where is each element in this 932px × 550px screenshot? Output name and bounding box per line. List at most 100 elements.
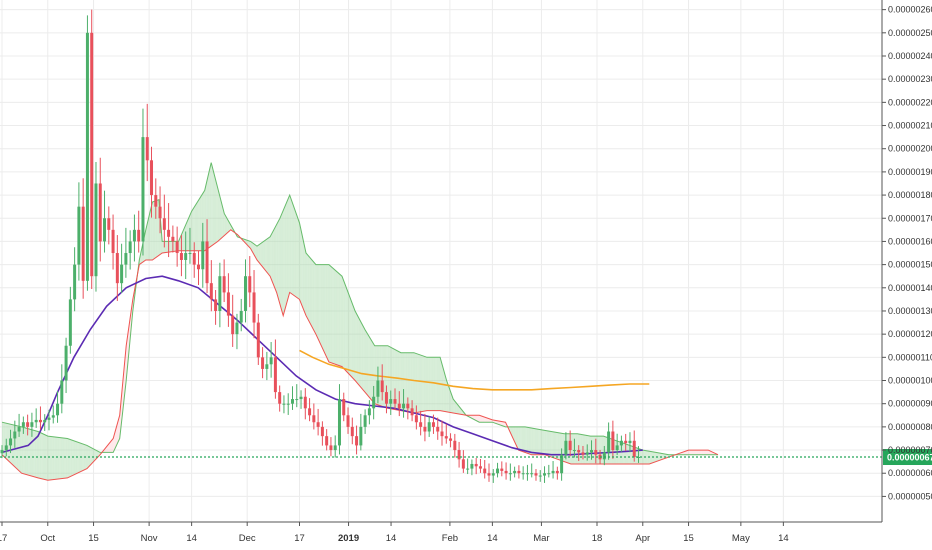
- candle-body: [538, 475, 542, 477]
- cloud-segment: [516, 426, 519, 451]
- cloud-segment: [72, 440, 74, 476]
- cloud-segment: [145, 222, 148, 260]
- cloud-segment: [292, 204, 295, 296]
- candle-body: [244, 276, 247, 311]
- candle-body: [205, 241, 209, 284]
- candle-body: [337, 399, 341, 446]
- cloud-segment: [363, 326, 365, 393]
- cloud-segment: [162, 241, 164, 254]
- candle-body: [581, 452, 585, 455]
- cloud-segment: [320, 264, 323, 349]
- cloud-segment: [503, 421, 506, 427]
- cloud-span-b-line: [1, 229, 719, 481]
- cloud-segment: [209, 162, 212, 248]
- cloud-segment: [552, 431, 555, 459]
- candle-body: [602, 452, 606, 460]
- cloud-segment: [443, 368, 445, 412]
- candle-body: [51, 415, 55, 418]
- cloud-segment: [549, 431, 552, 458]
- y-tick-label: 0.00000260: [888, 5, 932, 15]
- x-tick-label: 14: [487, 533, 498, 544]
- cloud-segment: [525, 426, 527, 453]
- cloud-segment: [533, 428, 535, 455]
- cloud-segment: [309, 256, 311, 325]
- cloud-segment: [36, 431, 38, 478]
- cloud-segment: [301, 230, 303, 308]
- cloud-segment: [405, 352, 408, 412]
- cloud-segment: [67, 438, 70, 478]
- cloud-segment: [335, 270, 338, 365]
- cloud-segment: [340, 274, 343, 367]
- cloud-segment: [186, 218, 189, 251]
- cloud-segment: [70, 439, 73, 477]
- cloud-segment: [154, 200, 156, 259]
- cloud-segment: [193, 206, 195, 251]
- candle-body: [56, 403, 60, 416]
- cloud-segment: [168, 241, 171, 253]
- cloud-segment: [307, 254, 310, 322]
- candle-body: [214, 299, 218, 311]
- candle-body: [320, 426, 324, 437]
- cloud-segment: [325, 264, 328, 359]
- cloud-segment: [502, 421, 504, 427]
- y-tick-label: 0.00000170: [888, 213, 932, 223]
- cloud-segment: [704, 450, 707, 455]
- candle-body: [98, 183, 102, 242]
- x-tick-label: Mar: [533, 533, 549, 544]
- cloud-segment: [306, 253, 308, 319]
- cloud-segment: [392, 348, 395, 410]
- candle-body: [154, 195, 158, 207]
- cloud-segment: [302, 237, 305, 312]
- cloud-segment: [109, 440, 112, 453]
- y-tick-label: 0.00000160: [888, 236, 932, 246]
- cloud-segment: [152, 201, 155, 260]
- candle-body: [363, 415, 367, 427]
- cloud-segment: [281, 210, 284, 316]
- x-tick-label: 17: [0, 533, 7, 544]
- cloud-segment: [699, 450, 702, 455]
- candle-body: [282, 403, 286, 405]
- y-tick-label: 0.00000110: [888, 352, 932, 362]
- cloud-segment: [359, 320, 362, 389]
- candle-body: [461, 459, 465, 469]
- cloud-segment: [60, 437, 63, 479]
- cloud-segment: [284, 202, 287, 310]
- candle-body: [367, 408, 371, 416]
- cloud-segment: [224, 213, 226, 236]
- candle-body: [619, 440, 623, 446]
- candle-body: [124, 253, 128, 265]
- cloud-segment: [23, 427, 25, 475]
- cloud-segment: [77, 441, 79, 474]
- cloud-segment: [194, 203, 197, 251]
- cloud-segment: [662, 453, 665, 460]
- cloud-segment: [418, 354, 421, 413]
- candle-body: [21, 422, 25, 427]
- last-price-line: 0.00000067: [0, 449, 932, 466]
- cloud-segment: [289, 195, 292, 294]
- cloud-segment: [521, 426, 524, 452]
- cloud-segment: [73, 440, 76, 475]
- cloud-segment: [317, 264, 320, 342]
- cloud-segment: [404, 352, 406, 412]
- cloud-segment: [93, 448, 96, 462]
- cloud-segment: [701, 450, 704, 455]
- candle-body: [444, 436, 448, 439]
- cloud-segment: [51, 436, 53, 480]
- candle-body: [308, 408, 312, 416]
- moving-averages: [1, 275, 650, 456]
- cloud-segment: [258, 243, 261, 265]
- candle-body: [624, 440, 628, 444]
- cloud-segment: [108, 442, 110, 453]
- y-tick-label: 0.00000240: [888, 51, 932, 61]
- candle-body: [43, 419, 47, 423]
- cloud-segment: [322, 264, 325, 352]
- cloud-segment: [423, 356, 426, 412]
- candle-body: [269, 357, 273, 365]
- cloud-segment: [181, 230, 184, 251]
- candle-body: [560, 454, 564, 474]
- candle-body: [77, 206, 81, 265]
- candle-body: [525, 473, 529, 475]
- cloud-segment: [410, 352, 413, 413]
- cloud-segment: [144, 229, 146, 262]
